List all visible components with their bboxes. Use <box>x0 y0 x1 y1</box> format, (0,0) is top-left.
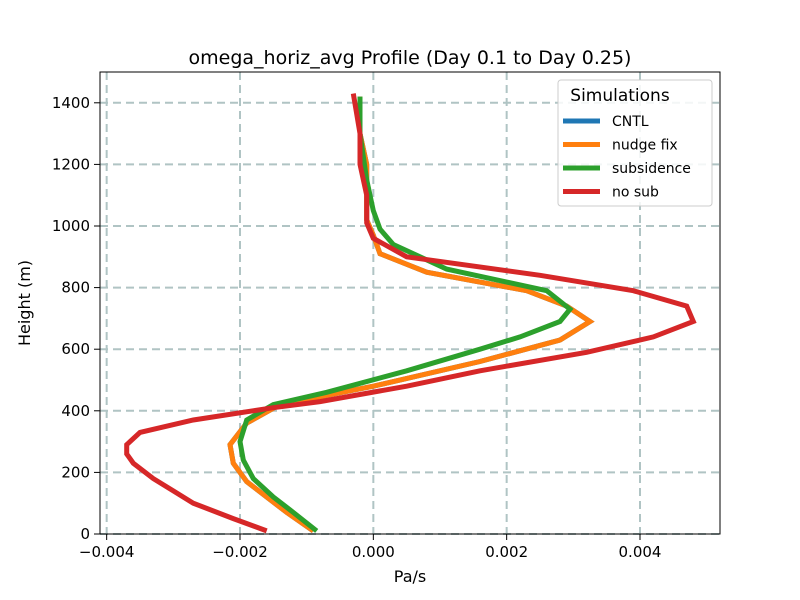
series-line-no-sub <box>124 93 697 534</box>
series-lines <box>124 93 697 534</box>
x-tick-label: 0.000 <box>352 543 395 561</box>
legend: Simulations CNTL nudge fix subsidence no su… <box>557 79 713 207</box>
plot-frame <box>99 71 721 535</box>
legend-entries: CNTL nudge fix subsidence no sub <box>563 114 691 201</box>
y-tick-label: 0 <box>80 525 90 543</box>
legend-label: subsidence <box>612 161 691 177</box>
chart-title: omega_horiz_avg Profile (Day 0.1 to Day … <box>189 47 632 69</box>
y-tick-label: 600 <box>61 340 90 358</box>
y-tick-label: 1200 <box>52 155 90 173</box>
legend-label: CNTL <box>612 114 649 130</box>
y-tick-label: 400 <box>61 402 90 420</box>
y-tick-label: 200 <box>61 463 90 481</box>
legend-label: nudge fix <box>612 138 678 154</box>
x-tick-label: 0.004 <box>619 543 662 561</box>
x-axis-title: Pa/s <box>394 567 426 586</box>
y-tick-label: 1400 <box>52 94 90 112</box>
y-tick-label: 1000 <box>52 217 90 235</box>
legend-box <box>557 79 713 207</box>
x-tick-label: −0.002 <box>212 543 268 561</box>
x-tick-label: 0.002 <box>485 543 528 561</box>
legend-label: no sub <box>612 185 659 201</box>
y-axis-title: Height (m) <box>15 260 34 346</box>
x-tick-label: −0.004 <box>79 543 135 561</box>
axis-ticks: −0.004 −0.002 0.000 0.002 0.004 0 200 400 600 800… <box>52 94 662 561</box>
legend-title: Simulations <box>570 86 670 106</box>
series-line-subsidence <box>237 96 574 533</box>
grid <box>100 72 720 535</box>
y-tick-label: 800 <box>61 279 90 297</box>
